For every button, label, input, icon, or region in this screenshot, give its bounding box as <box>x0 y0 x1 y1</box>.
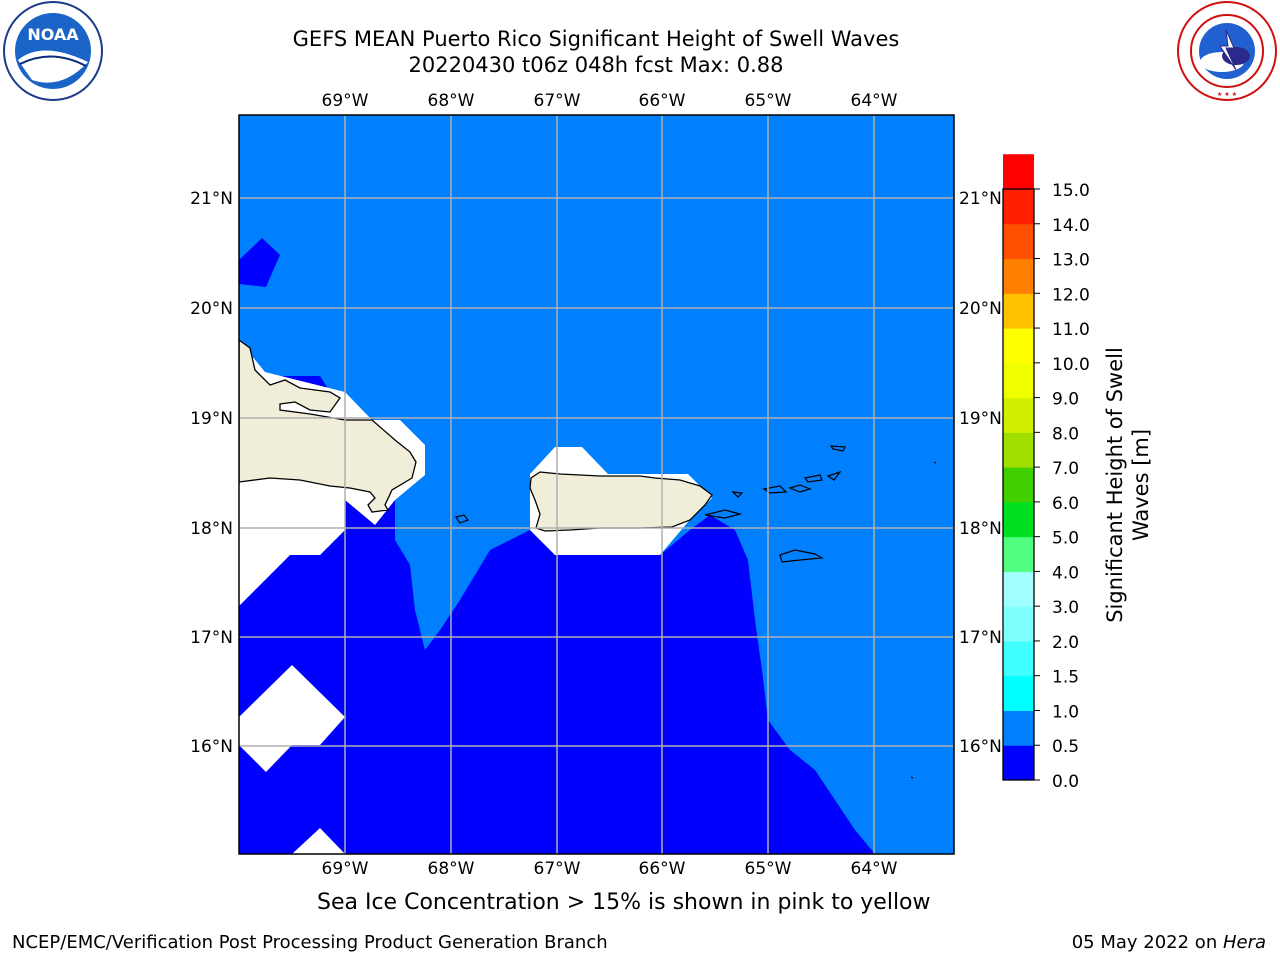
colorbar-tick-label: 12.0 <box>1052 285 1090 305</box>
colorbar-segment <box>1003 501 1034 538</box>
island-mona <box>455 514 469 524</box>
lon-label-bottom: 67°W <box>534 859 581 879</box>
colorbar-tick-label: 0.0 <box>1052 772 1079 792</box>
colorbar-tick-label: 11.0 <box>1052 320 1090 340</box>
lon-label-bottom: 66°W <box>639 859 686 879</box>
island-small-1 <box>933 461 937 464</box>
colorbar-segment <box>1003 675 1034 711</box>
island-tortola <box>803 474 823 483</box>
lon-label-bottom: 65°W <box>745 859 792 879</box>
title-line-2: 20220430 t06z 048h fcst Max: 0.88 <box>408 53 784 77</box>
footer-credit: NCEP/EMC/Verification Post Processing Pr… <box>12 932 608 953</box>
svg-text:★ ★ ★: ★ ★ ★ <box>1217 91 1237 98</box>
lon-label-top: 67°W <box>534 91 581 111</box>
lat-label-left: 21°N <box>190 189 233 209</box>
colorbar-label: Significant Height of Swell Waves [m] <box>1103 347 1153 623</box>
map-title: GEFS MEAN Puerto Rico Significant Height… <box>246 26 946 78</box>
colorbar-tick-label: 8.0 <box>1052 424 1079 444</box>
colorbar-segment <box>1003 432 1034 468</box>
lat-label-right: 17°N <box>959 628 1002 648</box>
colorbar-segment <box>1003 328 1034 364</box>
colorbar-segment <box>1003 467 1034 503</box>
colorbar-segment <box>1003 189 1034 225</box>
lon-label-bottom: 64°W <box>851 859 898 879</box>
colorbar-segment <box>1003 710 1034 746</box>
colorbar-frame <box>1002 188 1035 781</box>
lat-label-right: 21°N <box>959 189 1002 209</box>
island-anegada <box>829 445 846 452</box>
lat-label-left: 16°N <box>190 737 233 757</box>
footer-date-text: 05 May 2022 on <box>1071 932 1223 953</box>
noaa-logo-icon: NOAA <box>3 1 103 101</box>
colorbar-tick-label: 5.0 <box>1052 529 1079 549</box>
map-area <box>239 115 954 854</box>
lon-label-top: 68°W <box>428 91 475 111</box>
lon-label-bottom: 69°W <box>322 859 369 879</box>
island-small-2 <box>910 776 914 779</box>
colorbar-segment <box>1003 571 1034 607</box>
lat-label-left: 20°N <box>190 299 233 319</box>
colorbar-tick-label: 1.5 <box>1052 668 1079 688</box>
sea-ice-note: Sea Ice Concentration > 15% is shown in … <box>317 890 931 915</box>
island-st-croix <box>779 549 824 563</box>
lat-label-right: 19°N <box>959 409 1002 429</box>
lon-label-bottom: 68°W <box>428 859 475 879</box>
nws-logo-icon: ★ ★ ★ <box>1177 1 1277 101</box>
land-hispaniola <box>239 339 417 513</box>
colorbar-label-line-2: Waves [m] <box>1129 429 1153 541</box>
colorbar-segment <box>1003 745 1034 781</box>
colorbar-tick-label: 14.0 <box>1052 216 1090 236</box>
lon-label-top: 69°W <box>322 91 369 111</box>
lon-label-top: 65°W <box>745 91 792 111</box>
graticule <box>239 115 954 854</box>
colorbar-label-line-1: Significant Height of Swell <box>1103 347 1127 623</box>
colorbar-segment <box>1003 640 1034 677</box>
footer-host: Hera <box>1222 932 1266 953</box>
colorbar: 0.0 0.5 1.0 1.5 2.0 3.0 4.0 5.0 6.0 7.0 8.0 9.0 10.0… <box>1002 154 1090 792</box>
sea-low-band-nw <box>239 238 280 287</box>
map-frame <box>238 114 955 855</box>
colorbar-segment <box>1003 397 1034 433</box>
title-line-1: GEFS MEAN Puerto Rico Significant Height… <box>292 27 900 51</box>
colorbar-tick-label: 4.0 <box>1052 563 1079 583</box>
colorbar-tick-label: 15.0 <box>1052 181 1090 201</box>
colorbar-segment <box>1003 606 1034 642</box>
lon-label-top: 64°W <box>851 91 898 111</box>
lon-labels-bottom: 69°W 68°W 67°W 66°W 65°W 64°W <box>322 859 898 879</box>
colorbar-segment <box>1003 362 1034 399</box>
noaa-logo-text: NOAA <box>27 25 79 44</box>
land-puerto-rico <box>529 471 713 532</box>
footer-date: 05 May 2022 on Hera <box>1072 932 1266 953</box>
lat-labels-right: 21°N 20°N 19°N 18°N 17°N 16°N <box>959 189 1002 757</box>
colorbar-segment <box>1003 536 1034 572</box>
colorbar-tick-label: 2.0 <box>1052 633 1079 653</box>
colorbar-tick-label: 1.0 <box>1052 702 1079 722</box>
colorbar-segment <box>1003 223 1034 260</box>
colorbar-tick-label: 10.0 <box>1052 355 1090 375</box>
colorbar-tick-label: 3.0 <box>1052 598 1079 618</box>
mask-patch-2 <box>292 828 345 854</box>
lon-label-top: 66°W <box>639 91 686 111</box>
colorbar-tick-label: 7.0 <box>1052 459 1079 479</box>
lat-label-right: 18°N <box>959 519 1002 539</box>
island-vieques <box>704 509 743 519</box>
lat-label-right: 16°N <box>959 737 1002 757</box>
lon-labels-top: 69°W 68°W 67°W 66°W 65°W 64°W <box>322 91 898 111</box>
colorbar-segment <box>1003 293 1034 329</box>
colorbar-tick-label: 13.0 <box>1052 251 1090 271</box>
lat-label-left: 17°N <box>190 628 233 648</box>
colorbar-segment <box>1003 154 1034 190</box>
lat-label-left: 18°N <box>190 519 233 539</box>
colorbar-tick-label: 6.0 <box>1052 494 1079 514</box>
island-st-john <box>788 484 812 493</box>
island-culebra <box>731 491 744 498</box>
lat-label-left: 19°N <box>190 409 233 429</box>
island-virgin-gorda <box>826 470 842 481</box>
lat-label-right: 20°N <box>959 299 1002 319</box>
colorbar-tick-label: 9.0 <box>1052 390 1079 410</box>
colorbar-segment <box>1003 258 1034 294</box>
colorbar-tick-label: 0.5 <box>1052 737 1079 757</box>
lat-labels-left: 21°N 20°N 19°N 18°N 17°N 16°N <box>190 189 233 757</box>
